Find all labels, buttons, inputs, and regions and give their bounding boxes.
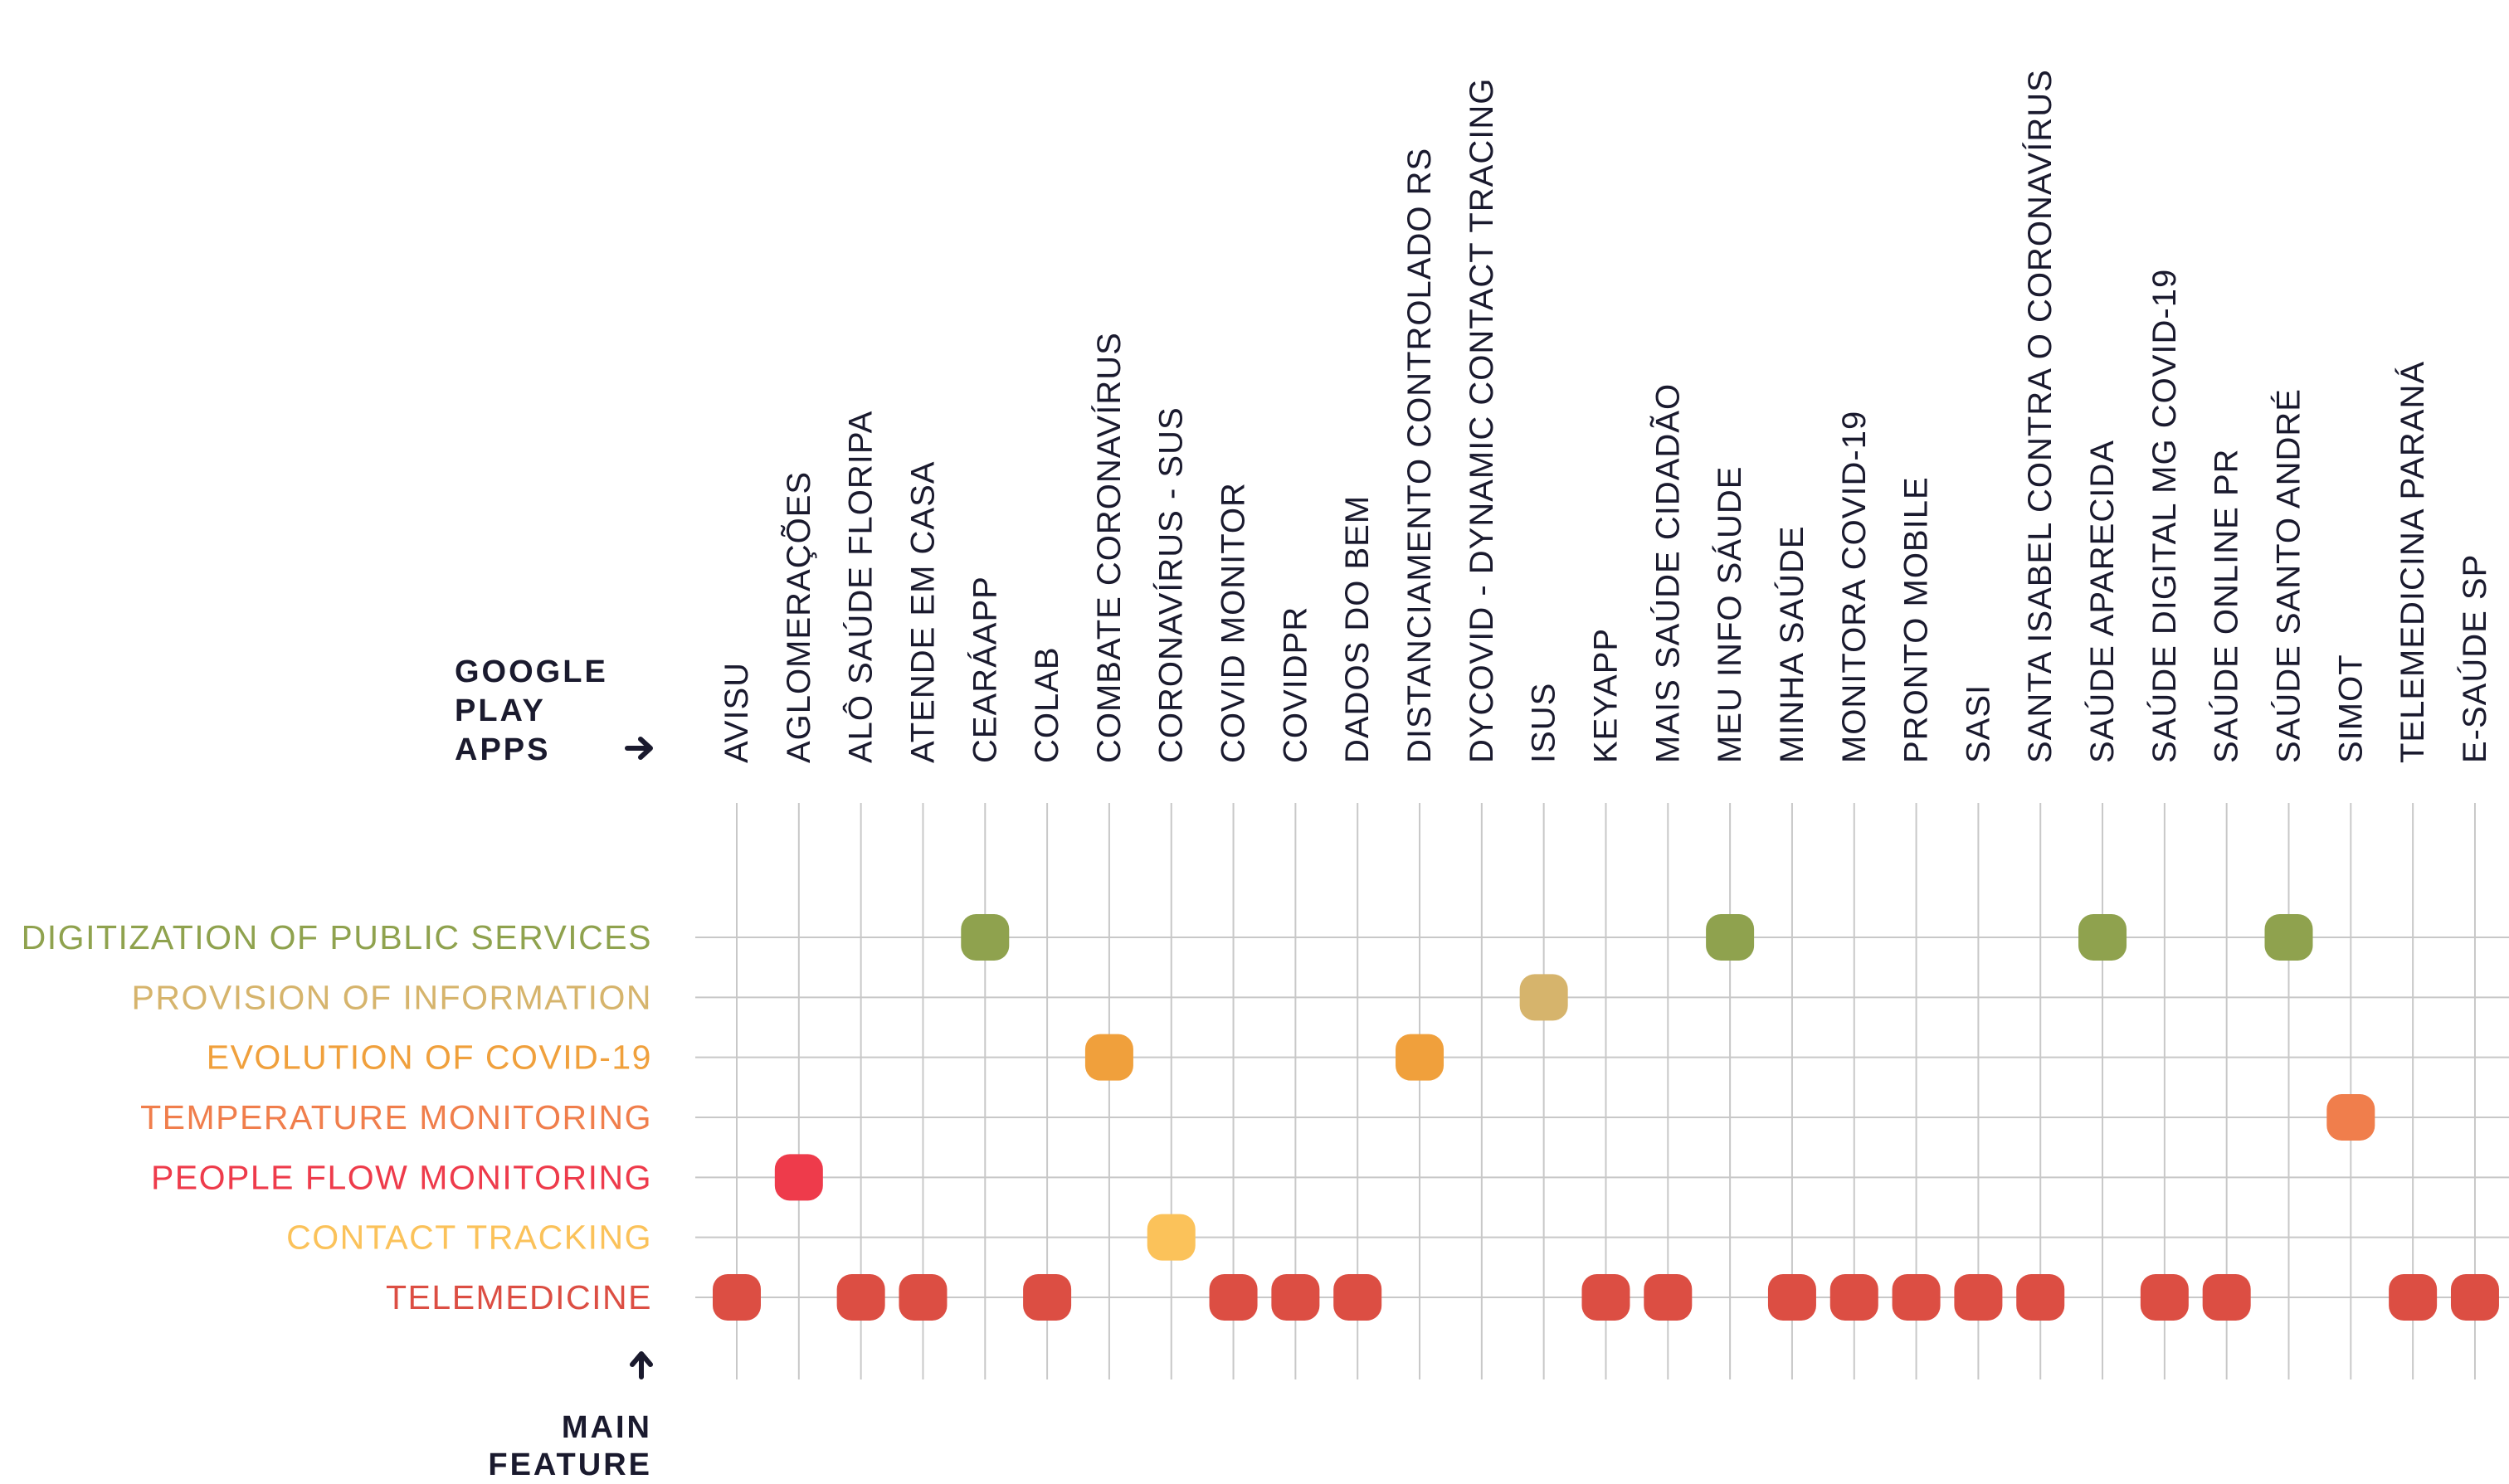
- data-point: [1644, 1273, 1693, 1321]
- app-label: SAÚDE SANTO ANDRÉ: [2270, 388, 2307, 763]
- x-axis-title-line: GOOGLE: [455, 654, 608, 689]
- data-point: [1333, 1273, 1382, 1321]
- app-label: AGLOMERAÇÕES: [780, 471, 817, 763]
- data-point: [961, 914, 1010, 961]
- app-label: COLAB: [1029, 646, 1065, 763]
- x-axis-title-line: PLAY: [455, 693, 546, 728]
- data-point: [2264, 914, 2313, 961]
- feature-label: PROVISION OF INFORMATION: [132, 978, 652, 1016]
- feature-label: DIGITIZATION OF PUBLIC SERVICES: [22, 918, 652, 956]
- app-label: ISUS: [1526, 683, 1562, 763]
- app-label: AVISU: [719, 662, 755, 763]
- data-point: [1519, 974, 1568, 1021]
- app-label: MINHA SAÚDE: [1773, 525, 1810, 763]
- app-label: DADOS DO BEM: [1339, 495, 1376, 763]
- data-point: [2140, 1273, 2189, 1321]
- data-point: [1767, 1273, 1816, 1321]
- data-point: [899, 1273, 948, 1321]
- arrow-right-icon: [625, 737, 653, 760]
- app-label: MONITORA COVID-19: [1836, 411, 1873, 763]
- feature-label: TELEMEDICINE: [386, 1278, 652, 1316]
- app-label: SAÚDE DIGITAL MG COVID-19: [2146, 269, 2183, 763]
- app-label: SIMOT: [2332, 654, 2369, 763]
- data-point: [1829, 1273, 1878, 1321]
- app-label: TELEMEDICINA PARANÁ: [2394, 361, 2431, 763]
- y-axis-title-line: FEATURE: [488, 1448, 652, 1480]
- y-axis-title-line: MAIN: [562, 1410, 652, 1445]
- data-point: [1581, 1273, 1630, 1321]
- feature-label: EVOLUTION OF COVID-19: [207, 1039, 652, 1077]
- data-point: [713, 1273, 761, 1321]
- app-label: CEARÁAPP: [966, 576, 1003, 763]
- arrow-right-shape: [625, 737, 653, 760]
- data-point: [1706, 914, 1755, 961]
- data-point: [2326, 1093, 2375, 1141]
- app-label: SASI: [1960, 684, 1996, 763]
- data-point: [1084, 1034, 1133, 1081]
- app-label: PRONTO MOBILE: [1898, 476, 1935, 763]
- data-point: [836, 1273, 885, 1321]
- data-point: [1209, 1273, 1258, 1321]
- app-label: CORONAVÍRUS - SUS: [1152, 406, 1190, 763]
- app-label: SAÚDE ONLINE PR: [2208, 448, 2245, 763]
- feature-label: CONTACT TRACKING: [286, 1219, 652, 1257]
- app-label: DYCOVID - DYNAMIC CONTACT TRACING: [1464, 78, 1500, 763]
- data-point: [2078, 914, 2127, 961]
- data-point: [1396, 1034, 1445, 1081]
- app-label: COVID MONITOR: [1216, 482, 1252, 763]
- data-point: [774, 1154, 823, 1201]
- arrow-up-shape: [630, 1351, 653, 1379]
- data-point: [1954, 1273, 2003, 1321]
- data-point: [1147, 1214, 1196, 1261]
- app-label: COVIDPR: [1277, 606, 1313, 763]
- data-point: [2202, 1273, 2251, 1321]
- app-label: MAIS SAÚDE CIDADÃO: [1649, 383, 1686, 763]
- app-label: MEU INFO SÁUDE: [1711, 466, 1748, 763]
- data-point: [1023, 1273, 1072, 1321]
- app-label: SANTA ISABEL CONTRA O CORONAVÍRUS: [2021, 69, 2058, 763]
- app-label: ALÔ SAÚDE FLORIPA: [842, 411, 879, 763]
- app-label: KEYAPP: [1587, 628, 1624, 763]
- app-label: SAÚDE APARECIDA: [2083, 440, 2121, 763]
- data-point: [2450, 1273, 2499, 1321]
- feature-label: TEMPERATURE MONITORING: [140, 1098, 652, 1136]
- data-point: [1892, 1273, 1941, 1321]
- data-point: [2389, 1273, 2438, 1321]
- arrow-up-icon: [630, 1351, 653, 1379]
- data-point: [2016, 1273, 2065, 1321]
- app-label: COMBATE CORONAVÍRUS: [1090, 332, 1128, 763]
- data-point: [1271, 1273, 1320, 1321]
- app-label: DISTANCIAMENTO CONTROLADO RS: [1401, 148, 1438, 763]
- x-axis-title-line: APPS: [455, 732, 550, 767]
- app-label: ATENDE EM CASA: [904, 461, 941, 763]
- app-label: E-SAÚDE SP: [2456, 554, 2493, 763]
- feature-label: PEOPLE FLOW MONITORING: [151, 1158, 652, 1196]
